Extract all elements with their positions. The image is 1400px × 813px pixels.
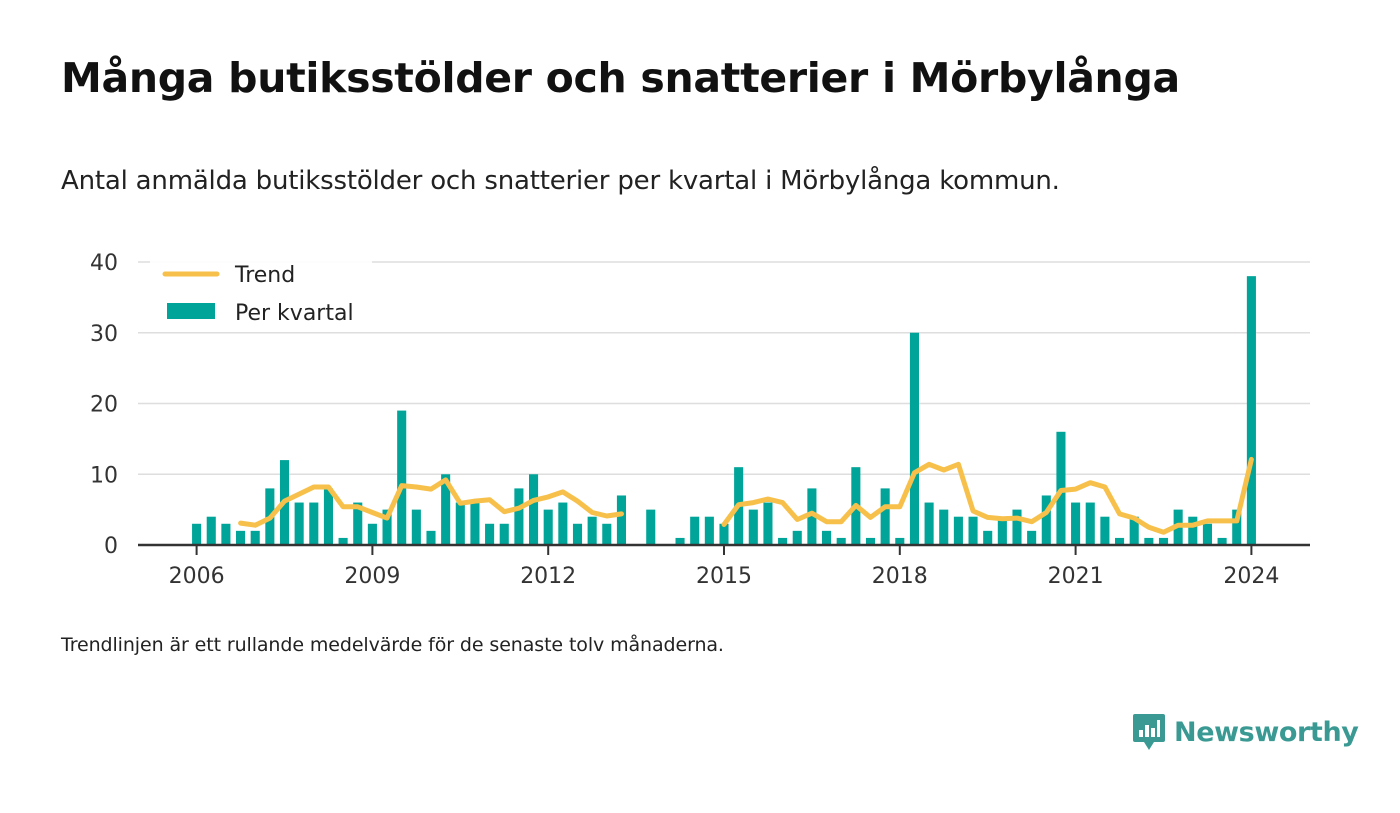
bar xyxy=(953,516,963,545)
x-tick-label: 2021 xyxy=(1048,564,1104,589)
bar xyxy=(192,523,202,545)
bar xyxy=(983,530,993,545)
x-tick-label: 2006 xyxy=(169,564,225,589)
bar xyxy=(367,523,377,545)
y-tick-label: 0 xyxy=(104,534,118,559)
y-tick-label: 10 xyxy=(90,463,118,488)
bar xyxy=(397,410,407,545)
legend-background xyxy=(150,258,372,332)
x-tick-label: 2018 xyxy=(872,564,928,589)
bar xyxy=(836,537,846,545)
bar xyxy=(236,530,246,545)
bar xyxy=(1071,502,1081,545)
x-tick-label: 2015 xyxy=(696,564,752,589)
legend: Trend Per kvartal xyxy=(150,258,372,332)
trend-line xyxy=(721,456,1254,535)
bar xyxy=(514,488,524,545)
bar xyxy=(968,516,978,545)
bar xyxy=(822,530,832,545)
bar xyxy=(221,523,231,545)
y-tick-label: 20 xyxy=(90,393,118,418)
bar xyxy=(485,523,495,545)
footnote: Trendlinjen är ett rullande medelvärde f… xyxy=(61,634,724,656)
bar xyxy=(807,488,817,545)
axes: 0 10 20 30 40 2006 2009 2012 2015 2018 2021 2024 xyxy=(90,251,1310,589)
trend-line xyxy=(238,477,624,528)
bar xyxy=(675,537,685,545)
bar xyxy=(602,523,612,545)
bar xyxy=(250,530,260,545)
bar xyxy=(470,502,480,545)
bar xyxy=(1246,276,1256,545)
bar xyxy=(499,523,509,545)
bar xyxy=(1188,516,1198,545)
bar xyxy=(309,502,319,545)
bar xyxy=(543,509,553,545)
trend-series xyxy=(238,456,1254,535)
bar xyxy=(690,516,700,545)
bar xyxy=(1144,537,1154,545)
bar xyxy=(353,502,363,545)
legend-label-bars: Per kvartal xyxy=(235,301,354,326)
bar xyxy=(382,509,392,545)
bar xyxy=(338,537,348,545)
bar xyxy=(1085,502,1095,545)
bar xyxy=(426,530,436,545)
bar xyxy=(1202,523,1212,545)
bar xyxy=(1158,537,1169,545)
bar xyxy=(865,537,876,545)
bar xyxy=(572,523,583,545)
bar xyxy=(763,502,773,545)
bar xyxy=(704,516,714,545)
bar xyxy=(616,495,626,545)
bar xyxy=(792,530,802,545)
bar xyxy=(1012,509,1022,545)
bar xyxy=(206,516,216,545)
chart-subtitle: Antal anmälda butiksstölder och snatteri… xyxy=(61,166,1060,196)
bar xyxy=(1115,537,1125,545)
bar xyxy=(880,488,890,545)
legend-label-trend: Trend xyxy=(234,263,295,288)
newsworthy-logo-icon xyxy=(1133,714,1165,750)
bar xyxy=(997,516,1007,545)
bar xyxy=(529,474,539,545)
bar xyxy=(455,502,465,545)
bar xyxy=(294,502,304,545)
bar xyxy=(1232,509,1242,545)
bar xyxy=(748,509,758,545)
bar xyxy=(895,537,905,545)
bar xyxy=(1100,516,1110,545)
bar xyxy=(587,516,597,545)
x-tick-label: 2012 xyxy=(520,564,576,589)
y-tick-label: 40 xyxy=(90,251,118,276)
chart: 0 10 20 30 40 2006 2009 2012 2015 2018 2021 2024 Tr… xyxy=(90,251,1310,589)
y-tick-label: 30 xyxy=(90,322,118,347)
bar xyxy=(909,332,919,545)
bar xyxy=(924,502,934,545)
legend-swatch-bars xyxy=(167,303,215,319)
bar xyxy=(1041,495,1051,545)
brand: Newsworthy xyxy=(1132,712,1359,752)
bar xyxy=(441,474,451,545)
x-tick-label: 2009 xyxy=(344,564,400,589)
bar xyxy=(411,509,421,545)
bar xyxy=(778,537,788,545)
bar xyxy=(1217,537,1227,545)
bar xyxy=(558,502,568,545)
bar xyxy=(719,523,729,545)
page-title: Många butiksstölder och snatterier i Mör… xyxy=(61,54,1180,102)
bar xyxy=(323,488,333,545)
bar xyxy=(1027,530,1037,545)
bar xyxy=(1129,516,1139,545)
bar xyxy=(939,509,949,545)
bar xyxy=(646,509,656,545)
brand-name: Newsworthy xyxy=(1174,716,1359,748)
x-tick-label: 2024 xyxy=(1223,564,1279,589)
